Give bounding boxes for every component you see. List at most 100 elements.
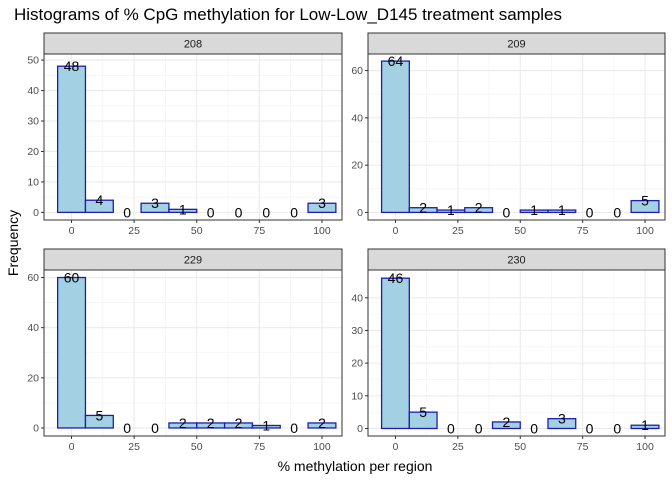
histogram-bar [380,60,410,214]
y-tick-label: 0 [357,207,363,219]
bar-count-label: 0 [475,420,483,436]
x-tick-label: 50 [514,225,526,237]
histogram-bar [84,414,114,429]
bar-count-label: 5 [641,193,649,209]
bar-count-label: 48 [64,58,80,74]
histogram-bar [491,421,521,430]
bar-count-label: 0 [530,420,538,436]
bar-count-label: 5 [95,407,103,423]
x-tick-label: 25 [452,441,464,453]
x-tick-label: 100 [636,225,654,237]
x-tick-label: 100 [313,441,331,453]
histogram-bar [251,424,281,429]
histogram-bar [307,422,337,429]
bar-count-label: 2 [235,415,243,431]
bar-count-label: 2 [502,414,510,430]
x-tick-label: 75 [577,225,589,237]
histogram-bar [140,202,170,214]
bar-count-label: 46 [388,270,404,286]
histogram-bar [547,418,577,430]
facet-strip-label: 229 [184,255,202,267]
x-tick-label: 25 [128,441,140,453]
bar-count-label: 0 [586,420,594,436]
y-tick-label: 50 [27,55,39,67]
y-tick-label: 30 [351,325,363,337]
y-tick-label: 20 [351,358,363,370]
bar-count-label: 4 [95,192,103,208]
x-tick-label: 100 [313,225,331,237]
histogram-bar [547,209,577,214]
histogram-bar [464,207,494,214]
x-tick-label: 0 [393,441,399,453]
histogram-bar [380,277,410,430]
bar-count-label: 1 [179,201,187,217]
y-tick-label: 0 [33,422,39,434]
facet-strip-label: 209 [507,39,525,51]
panel-background [368,54,665,220]
histogram-bar [84,199,114,214]
x-tick-label: 0 [393,225,399,237]
y-tick-label: 20 [27,372,39,384]
histogram-bar [630,424,660,430]
bar-count-label: 0 [290,420,298,436]
bar-count-label: 0 [235,204,243,220]
x-tick-label: 75 [254,441,266,453]
x-tick-label: 50 [514,441,526,453]
bar-count-label: 1 [447,202,455,218]
y-tick-label: 0 [33,207,39,219]
bar-count-label: 1 [558,202,566,218]
y-tick-label: 20 [351,160,363,172]
bar-count-label: 0 [613,420,621,436]
panel-border [367,269,666,437]
bar-count-label: 0 [586,204,594,220]
x-tick-label: 25 [452,225,464,237]
y-tick-label: 30 [27,116,39,128]
y-tick-label: 20 [27,146,39,158]
panel-border [43,53,343,221]
histogram-bar [630,199,660,214]
x-tick-label: 75 [254,225,266,237]
histogram-bar [56,276,87,429]
x-tick-label: 0 [69,225,75,237]
bar-count-label: 1 [641,417,649,433]
chart-title: Histograms of % CpG methylation for Low-… [14,5,562,24]
bar-count-label: 2 [318,415,326,431]
panel-background [44,54,342,220]
x-tick-label: 50 [191,441,203,453]
y-tick-label: 0 [357,423,363,435]
histogram-bar [168,208,198,214]
bar-count-label: 3 [558,411,566,427]
histogram-bar [307,202,337,214]
bar-count-label: 1 [530,202,538,218]
x-tick-label: 100 [636,441,654,453]
bar-count-label: 3 [151,195,159,211]
x-tick-label: 75 [577,441,589,453]
bar-count-label: 64 [388,53,404,69]
y-tick-label: 10 [351,390,363,402]
x-tick-label: 0 [69,441,75,453]
bar-count-label: 1 [262,417,270,433]
bar-count-label: 0 [262,204,270,220]
bar-count-label: 2 [207,415,215,431]
histogram-bar [56,65,87,214]
x-tick-label: 25 [128,225,140,237]
y-tick-label: 40 [27,322,39,334]
bar-count-label: 2 [419,200,427,216]
bar-count-label: 60 [64,270,80,286]
y-tick-label: 40 [351,112,363,124]
bar-count-label: 0 [151,420,159,436]
panel-background [368,270,665,436]
bar-count-label: 0 [613,204,621,220]
bar-count-label: 5 [419,404,427,420]
bar-count-label: 3 [318,195,326,211]
panel-border [367,53,666,221]
facet-strip-label: 230 [507,255,525,267]
y-tick-label: 10 [27,176,39,188]
y-axis-title: Frequency [5,210,21,276]
bar-count-label: 2 [475,200,483,216]
